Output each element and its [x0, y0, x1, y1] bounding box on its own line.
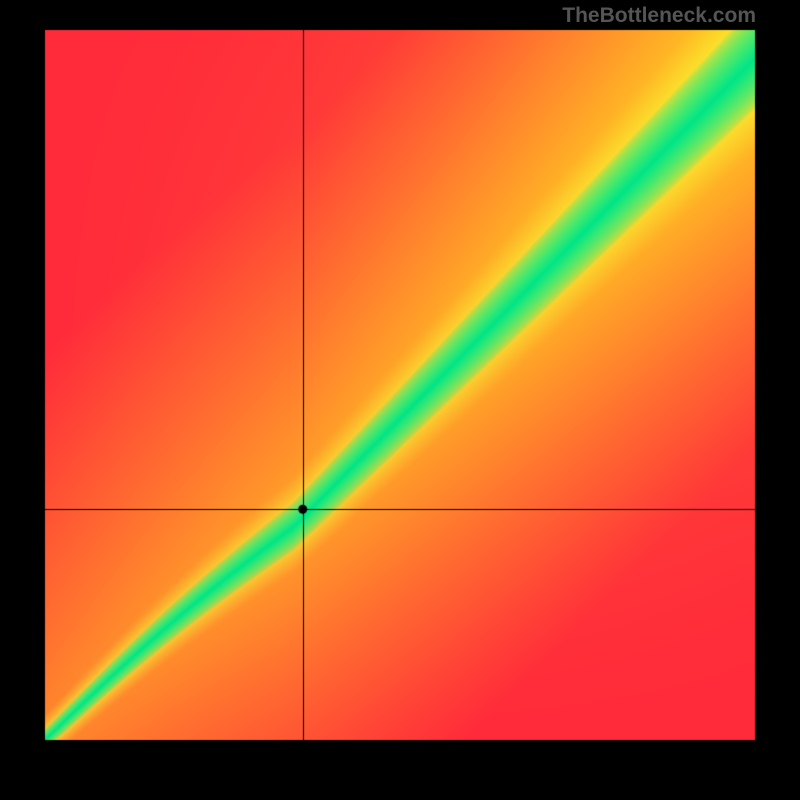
watermark-text: TheBottleneck.com	[562, 4, 756, 28]
chart-container: TheBottleneck.com	[0, 0, 800, 800]
heatmap-canvas	[0, 0, 800, 800]
